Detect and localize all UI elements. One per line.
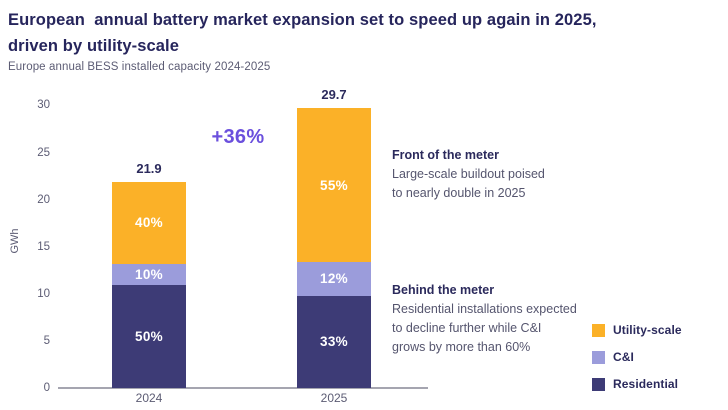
growth-annotation: +36% xyxy=(211,126,265,148)
x-axis-label-2024: 2024 xyxy=(135,391,163,405)
segment-ci-2024: 10% xyxy=(112,264,186,285)
segment-percent-label: 10% xyxy=(135,267,163,283)
y-axis-tick-25: 25 xyxy=(37,146,50,159)
legend-label: C&I xyxy=(613,350,634,364)
annotation-heading: Behind the meter xyxy=(392,283,495,297)
x-axis-label-2025: 2025 xyxy=(320,391,348,405)
legend-item-utilityscale: Utility-scale xyxy=(592,322,682,338)
legend-swatch-icon xyxy=(592,350,605,364)
segment-percent-label: 40% xyxy=(135,215,163,231)
annotation-body-line: to decline further while C&I xyxy=(392,321,542,335)
y-axis-tick-15: 15 xyxy=(37,240,50,253)
x-axis-line xyxy=(58,387,428,389)
segment-percent-label: 50% xyxy=(135,328,163,344)
segment-residential-2025: 33% xyxy=(297,295,371,388)
annotation-behind-the-meter: Behind the meter Residential installatio… xyxy=(392,283,622,357)
y-axis-tick-30: 30 xyxy=(37,99,50,112)
segment-residential-2024: 50% xyxy=(112,284,186,388)
legend-item-ci: C&I xyxy=(592,349,682,365)
y-axis-tick-5: 5 xyxy=(43,334,50,347)
bar-2025: 55% 12% 33% xyxy=(297,108,371,388)
chart-subtitle: Europe annual BESS installed capacity 20… xyxy=(8,61,271,73)
annotation-front-of-meter: Front of the meter Large-scale buildout … xyxy=(392,148,622,203)
segment-percent-label: 33% xyxy=(320,334,348,350)
page-title: European annual battery market expansion… xyxy=(8,11,597,55)
chart-legend: Utility-scale C&I Residential xyxy=(592,322,682,403)
segment-percent-label: 12% xyxy=(320,271,348,287)
y-axis-tick-10: 10 xyxy=(37,287,50,300)
segment-utilityscale-2025: 55% xyxy=(297,108,371,263)
segment-ci-2025: 12% xyxy=(297,262,371,296)
legend-label: Residential xyxy=(613,377,679,391)
segment-utilityscale-2024: 40% xyxy=(112,181,186,265)
legend-swatch-icon xyxy=(592,377,605,391)
bar-total-label-2025: 29.7 xyxy=(321,87,347,103)
segment-percent-label: 55% xyxy=(320,177,348,193)
annotation-body-line: Large-scale buildout poised xyxy=(392,167,545,181)
bar-2024: 40% 10% 50% xyxy=(112,181,186,388)
legend-item-residential: Residential xyxy=(592,376,682,392)
y-axis-tick-0: 0 xyxy=(43,382,50,394)
bar-total-label-2024: 21.9 xyxy=(136,160,162,176)
annotation-body-line: grows by more than 60% xyxy=(392,340,531,354)
annotation-body-line: Residential installations expected xyxy=(392,302,577,316)
legend-swatch-icon xyxy=(592,323,605,337)
legend-label: Utility-scale xyxy=(613,323,682,337)
annotation-heading: Front of the meter xyxy=(392,148,499,162)
annotation-body-line: to nearly double in 2025 xyxy=(392,186,526,200)
y-axis-tick-20: 20 xyxy=(37,193,50,206)
